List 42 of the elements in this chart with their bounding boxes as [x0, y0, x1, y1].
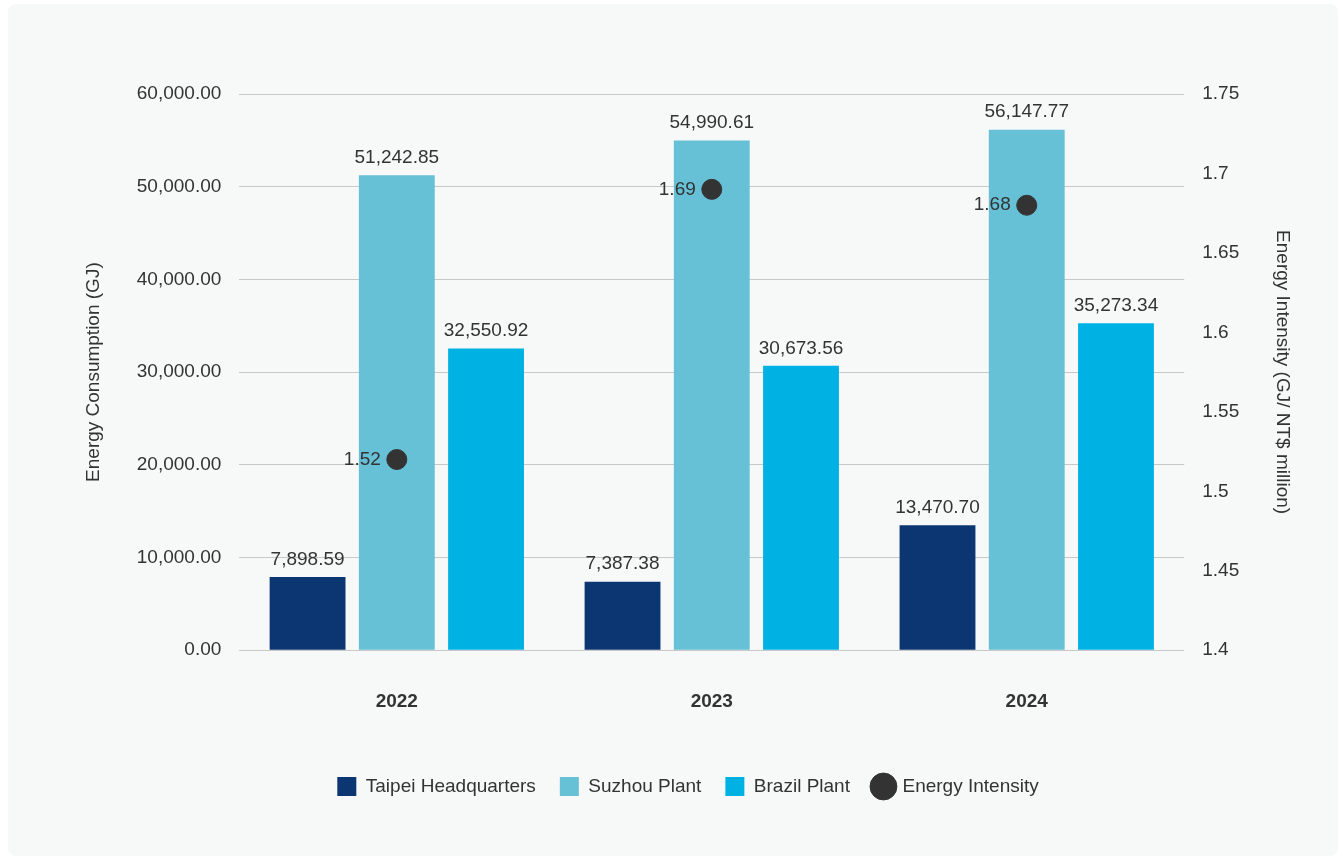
- point: [701, 178, 723, 200]
- y2-tick-label: 1.5: [1202, 479, 1229, 501]
- y-axis-title: Energy Consumption (GJ): [81, 262, 103, 482]
- y2-tick-label: 1.65: [1202, 241, 1240, 263]
- legend-label: Taipei Headquarters: [365, 774, 536, 796]
- y-tick-label: 50,000.00: [136, 174, 222, 196]
- y2-tick-label: 1.45: [1202, 558, 1240, 580]
- y2-tick-label: 1.75: [1202, 82, 1240, 104]
- bar: [763, 365, 839, 650]
- x-tick-label: 2022: [375, 689, 418, 711]
- x-tick-label: 2024: [1005, 689, 1049, 711]
- y2-axis-title: Energy Intensity (GJ/ NT$ million): [1273, 230, 1295, 515]
- legend-label: Suzhou Plant: [588, 774, 703, 796]
- legend-label: Brazil Plant: [753, 774, 851, 796]
- data-label: 7,387.38: [585, 552, 660, 574]
- y2-tick-label: 1.6: [1202, 320, 1229, 342]
- x-tick-label: 2023: [690, 689, 733, 711]
- data-label: 30,673.56: [758, 336, 844, 358]
- data-label: 56,147.77: [984, 100, 1069, 122]
- data-label: 54,990.61: [669, 111, 755, 133]
- bar: [584, 581, 661, 650]
- bar: [448, 348, 524, 650]
- y-tick-label: 60,000.00: [136, 82, 222, 104]
- y-tick-label: 0.00: [184, 638, 222, 660]
- data-label: 32,550.92: [443, 319, 529, 341]
- bar: [269, 576, 346, 650]
- data-label: 13,470.70: [895, 496, 980, 518]
- y2-tick-label: 1.7: [1202, 161, 1229, 183]
- bar: [899, 525, 976, 650]
- y-tick-label: 10,000.00: [136, 545, 222, 567]
- data-label: 51,242.85: [354, 145, 440, 167]
- point: [1016, 194, 1038, 216]
- y2-tick-label: 1.55: [1202, 400, 1240, 422]
- y-tick-label: 40,000.00: [136, 267, 222, 289]
- point: [386, 449, 408, 470]
- y2-tick-label: 1.4: [1202, 638, 1230, 660]
- y-tick-label: 30,000.00: [136, 360, 222, 382]
- data-label: 35,273.34: [1073, 293, 1159, 315]
- bar: [1078, 323, 1154, 650]
- y-tick-label: 20,000.00: [136, 453, 222, 475]
- legend-label: Energy Intensity: [902, 774, 1040, 796]
- data-label: 7,898.59: [270, 547, 345, 569]
